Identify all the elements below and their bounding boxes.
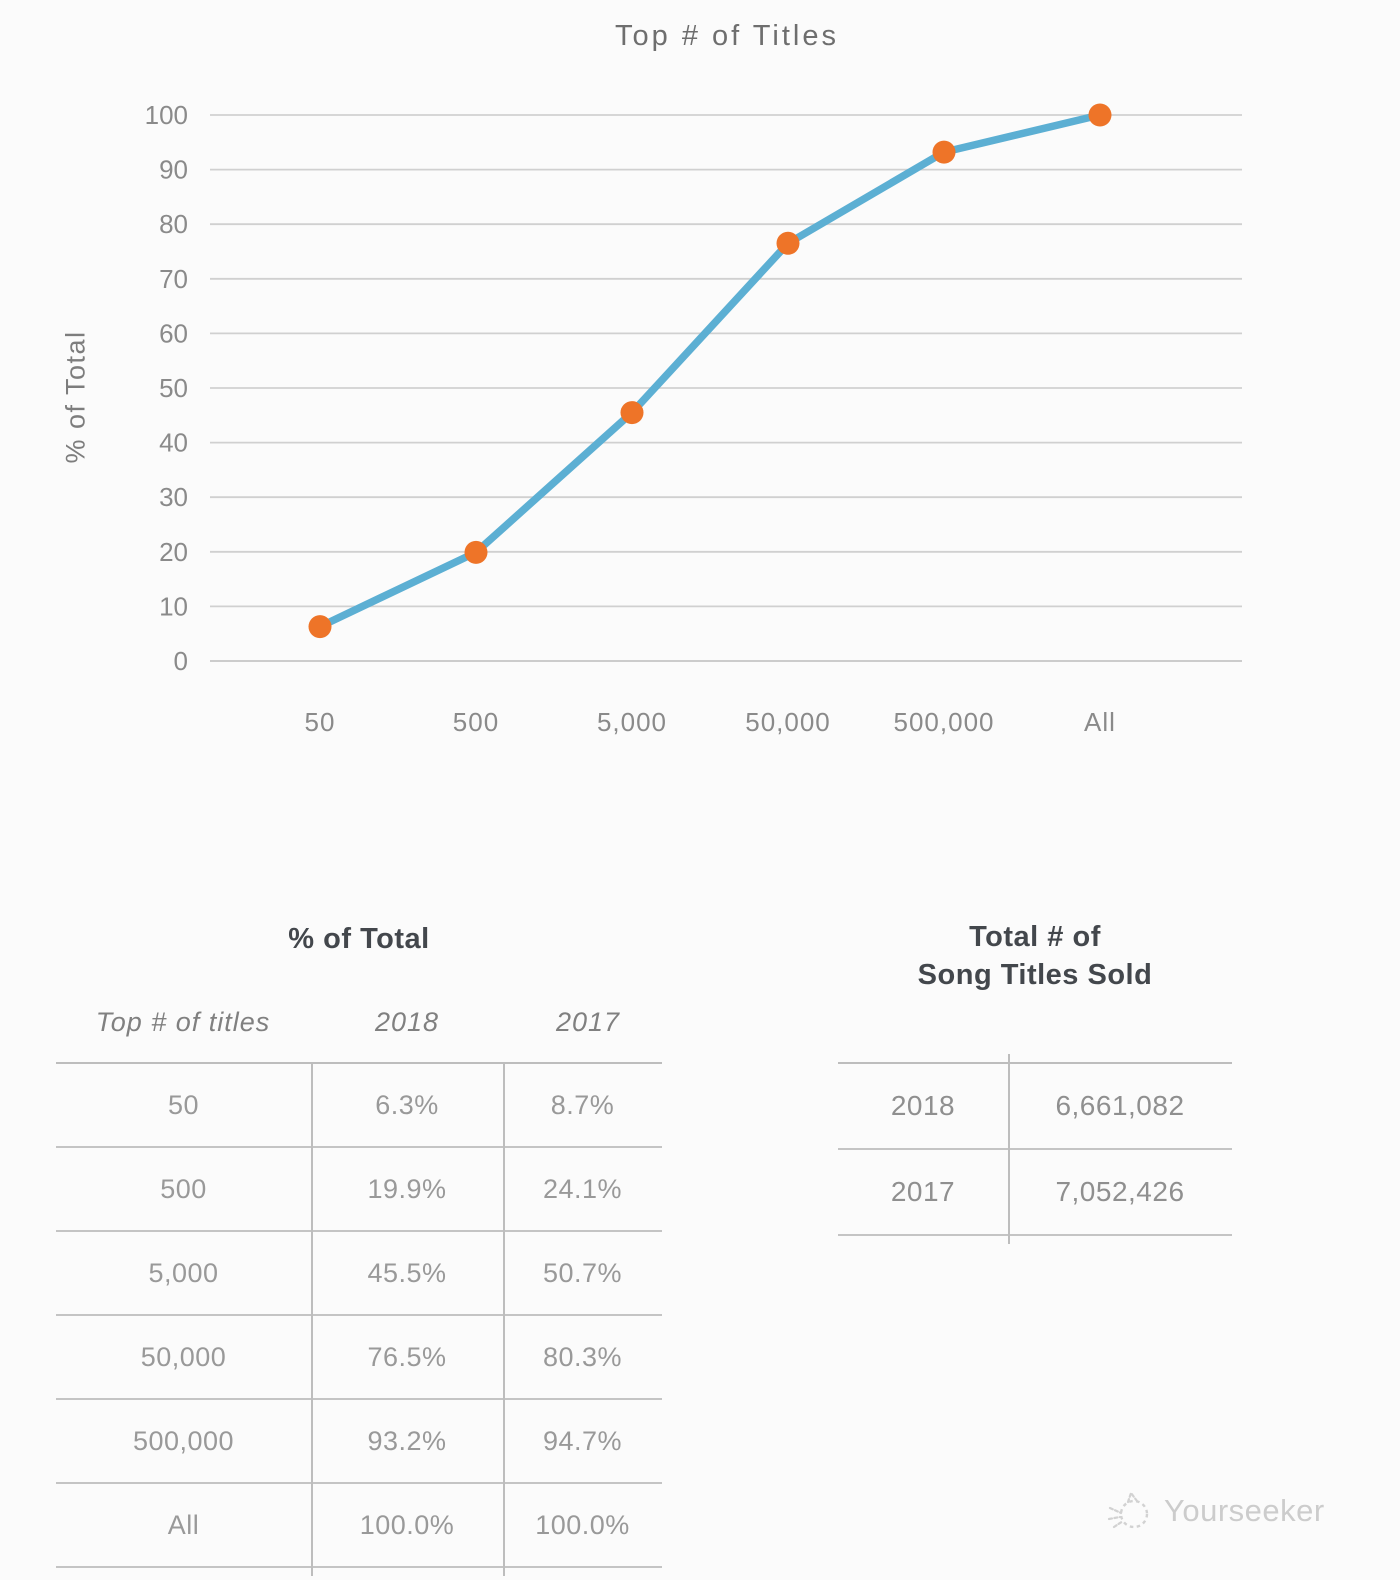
y-tick-label: 20 — [159, 537, 188, 567]
pct-cell-2018: 100.0% — [311, 1483, 503, 1568]
table-row: 2017 7,052,426 — [838, 1149, 1232, 1236]
y-tick-label: 10 — [159, 591, 188, 621]
pct-cell-2017: 50.7% — [503, 1231, 662, 1316]
x-tick-label: 50,000 — [745, 707, 831, 737]
table-row: 50 6.3% 8.7% — [56, 1063, 662, 1148]
data-point — [464, 540, 488, 564]
totals-table-divider — [1008, 1054, 1010, 1244]
y-tick-label: 90 — [159, 155, 188, 185]
pct-table-column-headers: Top # of titles 2018 2017 — [56, 1002, 662, 1042]
pct-cell-2017: 8.7% — [503, 1063, 662, 1148]
table-row: 500 19.9% 24.1% — [56, 1147, 662, 1232]
data-point — [308, 615, 332, 639]
x-tick-label: 5,000 — [597, 707, 667, 737]
pct-cell-2017: 80.3% — [503, 1315, 662, 1400]
line-chart: 0 10 20 30 40 50 60 70 80 90 100 50 500 5,000 50,000 50… — [145, 100, 1242, 737]
y-tick-label: 30 — [159, 482, 188, 512]
pct-table-divider-2 — [503, 1062, 505, 1576]
pct-cell-2017: 24.1% — [503, 1147, 662, 1232]
totals-title-line1: Total # of — [969, 921, 1101, 953]
x-tick-label: 50 — [305, 707, 336, 737]
series-line-2018 — [316, 111, 1104, 631]
y-tick-label: 0 — [174, 646, 188, 676]
x-tick-label: 500,000 — [894, 707, 995, 737]
table-row: 5,000 45.5% 50.7% — [56, 1231, 662, 1316]
y-tick-label: 80 — [159, 209, 188, 239]
pct-cell-2018: 6.3% — [311, 1063, 503, 1148]
y-tick-label: 60 — [159, 318, 188, 348]
table-row: All 100.0% 100.0% — [56, 1483, 662, 1568]
y-tick-label: 70 — [159, 264, 188, 294]
table-row: 500,000 93.2% 94.7% — [56, 1399, 662, 1484]
data-point — [932, 140, 956, 164]
pct-col-header-titles: Top # of titles — [95, 1007, 271, 1037]
totals-cell-value: 6,661,082 — [1008, 1063, 1232, 1150]
pct-cell-2018: 76.5% — [311, 1315, 503, 1400]
totals-cell-value: 7,052,426 — [1008, 1149, 1232, 1236]
pct-cell-label: 500,000 — [56, 1399, 311, 1484]
table-row: 2018 6,661,082 — [838, 1063, 1232, 1150]
y-tick-label: 50 — [159, 373, 188, 403]
pct-cell-2018: 45.5% — [311, 1231, 503, 1316]
pct-cell-label: 50,000 — [56, 1315, 311, 1400]
pct-cell-2018: 19.9% — [311, 1147, 503, 1232]
pct-cell-2018: 93.2% — [311, 1399, 503, 1484]
pct-cell-label: 500 — [56, 1147, 311, 1232]
totals-title-line2: Song Titles Sold — [917, 959, 1153, 991]
totals-cell-year: 2017 — [838, 1149, 1008, 1236]
watermark-label: Yourseeker — [1164, 1493, 1325, 1528]
pct-col-header-2018: 2018 — [374, 1007, 440, 1037]
data-point — [776, 231, 800, 255]
watermark: Yourseeker — [1106, 1488, 1325, 1534]
doodle-logo-icon — [1107, 1490, 1149, 1529]
pct-cell-label: 50 — [56, 1063, 311, 1148]
pct-cell-2017: 100.0% — [503, 1483, 662, 1568]
pct-table: 50 6.3% 8.7% 500 19.9% 24.1% 5,000 45.5%… — [56, 1062, 662, 1568]
totals-cell-year: 2018 — [838, 1063, 1008, 1150]
x-tick-label: All — [1084, 707, 1116, 737]
table-row: 50,000 76.5% 80.3% — [56, 1315, 662, 1400]
chart-title: Top # of Titles — [615, 20, 839, 52]
data-point — [620, 401, 644, 425]
pct-cell-label: All — [56, 1483, 311, 1568]
y-tick-label: 40 — [159, 428, 188, 458]
pct-table-divider-1 — [311, 1062, 313, 1576]
y-tick-label: 100 — [145, 100, 188, 130]
pct-col-header-2017: 2017 — [555, 1007, 621, 1037]
x-tick-label: 500 — [453, 707, 499, 737]
totals-table-title: Total # of Song Titles Sold — [838, 918, 1232, 994]
totals-table: 2018 6,661,082 2017 7,052,426 — [838, 1062, 1232, 1236]
pct-table-title: % of Total — [288, 923, 430, 955]
data-point — [1088, 103, 1112, 127]
pct-cell-2017: 94.7% — [503, 1399, 662, 1484]
pct-cell-label: 5,000 — [56, 1231, 311, 1316]
